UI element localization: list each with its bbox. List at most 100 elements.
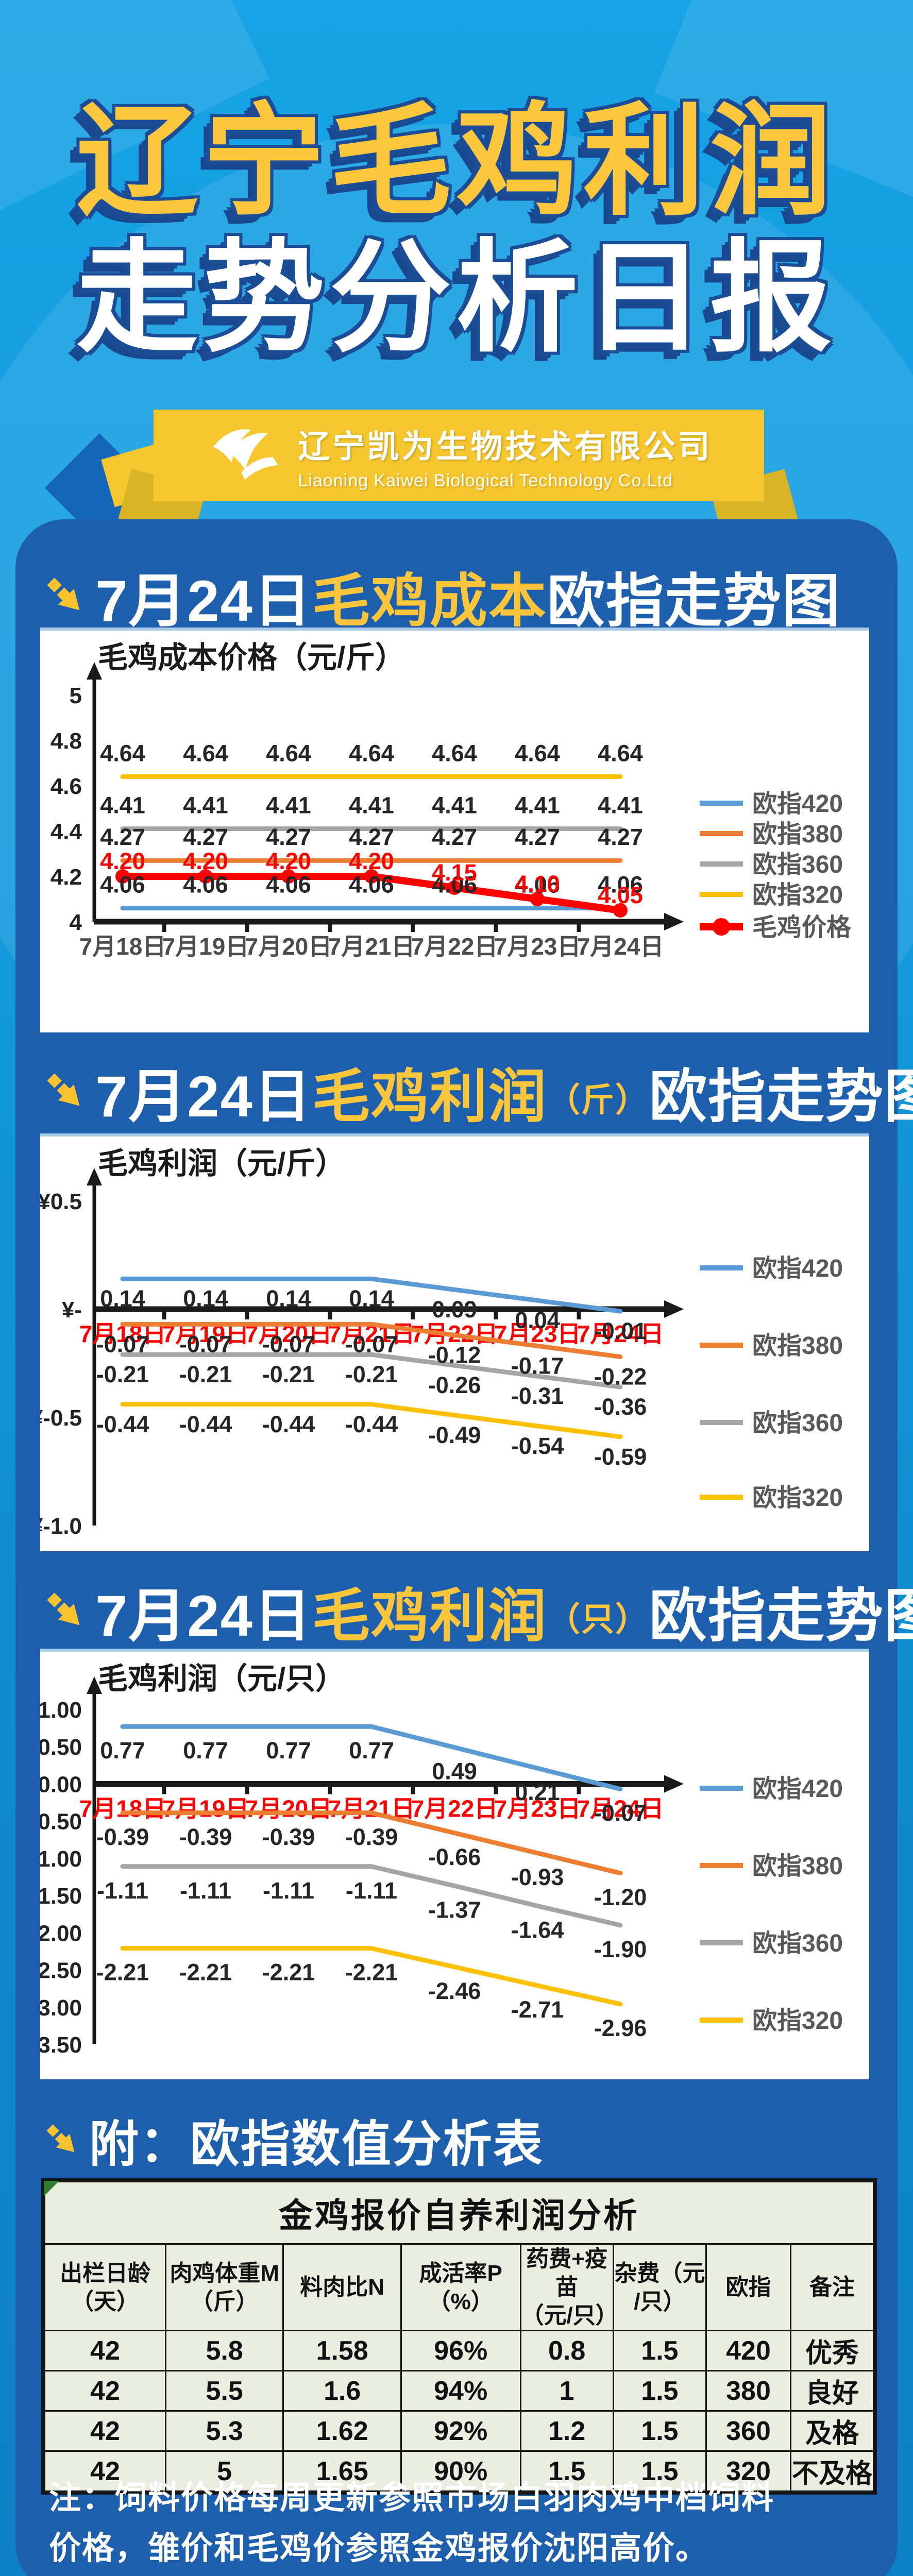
- table-row: 42 5.3 1.62 92% 1.2 1.5 360 及格: [44, 2410, 874, 2452]
- company-name-block: 辽宁凯为生物技术有限公司 Liaoning Kaiwei Biological …: [298, 420, 712, 491]
- value-label: 4.27: [515, 824, 560, 850]
- value-label: -1.11: [263, 1877, 314, 1904]
- x-label: 7月18日: [79, 1795, 166, 1822]
- value-label: -0.93: [511, 1864, 564, 1890]
- value-label: -2.71: [511, 1996, 564, 2023]
- section-title: 7月24日毛鸡成本欧指走势图: [95, 554, 841, 638]
- arrow-down-right-icon: [47, 1073, 80, 1106]
- y-tick-label: -0.50: [40, 1809, 82, 1835]
- arrow-down-right-icon: [47, 1592, 80, 1625]
- value-label: -2.21: [345, 1959, 398, 1986]
- value-label: -0.07: [96, 1331, 149, 1357]
- value-label: -0.39: [96, 1824, 149, 1850]
- y-tick-label: -2.00: [40, 1921, 82, 1946]
- series-marker: [115, 869, 130, 884]
- table-cell: 360: [705, 2410, 792, 2452]
- value-label: 4.41: [598, 792, 643, 819]
- table-cell: 良好: [790, 2370, 874, 2412]
- chart-title: 毛鸡成本价格（元/斤）: [98, 641, 405, 674]
- value-label: -1.90: [594, 1936, 647, 1962]
- value-label: 4.15: [432, 859, 477, 886]
- series-marker: [447, 880, 462, 895]
- y-tick-label: 4.4: [50, 819, 82, 844]
- series-欧指360: [120, 1864, 623, 1928]
- table-cell: 1.5: [612, 2450, 707, 2492]
- legend-label: 欧指360: [752, 851, 843, 878]
- legend-label: 欧指420: [752, 1255, 843, 1282]
- value-label: 4.06: [349, 872, 394, 898]
- value-label: 0.14: [183, 1285, 228, 1312]
- value-label: 4.06: [266, 872, 311, 898]
- section-highlight: 毛鸡成本: [312, 569, 547, 633]
- series-欧指420: [120, 1276, 623, 1314]
- table-cell: 42: [44, 2450, 166, 2492]
- legend-label: 欧指380: [752, 1853, 843, 1880]
- legend-label: 欧指380: [752, 821, 843, 848]
- column-header: 出栏日龄 （天）: [44, 2243, 166, 2331]
- footnote-line1: 注：饲料价格每周更新参照市场白羽肉鸡中档饲料: [49, 2480, 775, 2516]
- value-label: -2.21: [262, 1959, 315, 1986]
- x-label: 7月19日: [162, 933, 249, 960]
- x-label: 7月20日: [245, 1795, 332, 1822]
- series-欧指360: [120, 1352, 623, 1389]
- value-label: -0.07: [179, 1331, 232, 1357]
- value-label: -0.54: [511, 1433, 564, 1459]
- legend-label: 欧指360: [752, 1410, 843, 1437]
- value-label: -1.20: [594, 1884, 647, 1910]
- value-label: 0.21: [515, 1779, 560, 1805]
- series-marker: [281, 869, 296, 884]
- section-rest: 欧指走势图: [649, 1584, 913, 1648]
- value-label: 4.20: [183, 848, 228, 874]
- table-row: 42 5 1.65 90% 1.5 1.5 320 不及格: [44, 2450, 874, 2492]
- company-banner: 辽宁凯为生物技术有限公司 Liaoning Kaiwei Biological …: [154, 410, 764, 501]
- value-label: -0.44: [179, 1411, 232, 1437]
- value-label: 0.14: [266, 1285, 311, 1312]
- y-tick-label: 4.8: [50, 728, 82, 754]
- y-tick-label: 5: [70, 683, 82, 708]
- section-title: 7月24日毛鸡利润（斤）欧指走势图: [95, 1050, 913, 1133]
- x-label: 7月18日: [79, 933, 166, 960]
- table-cell: 90%: [400, 2450, 521, 2492]
- x-label: 7月24日: [577, 1320, 664, 1347]
- title-line2: 走势分析日报: [76, 230, 837, 367]
- footnote: 注：饲料价格每周更新参照市场白羽肉鸡中档饲料 价格，雏价和毛鸡价参照金鸡报价沈阳…: [49, 2473, 881, 2574]
- value-label: 4.64: [266, 740, 311, 766]
- table-cell: 1.58: [282, 2330, 402, 2371]
- y-tick-label: -1.00: [40, 1846, 82, 1872]
- footnote-line2: 价格，雏价和毛鸡价参照金鸡报价沈阳高价。: [49, 2530, 709, 2566]
- table-cell: 1.5: [612, 2370, 707, 2412]
- y-tick-label: -3.00: [40, 1995, 82, 2021]
- series-marker: [364, 869, 379, 884]
- table-cell: 96%: [400, 2330, 521, 2371]
- value-label: -0.22: [594, 1363, 647, 1389]
- x-label: 7月20日: [245, 933, 332, 960]
- value-label: 0.77: [183, 1737, 228, 1764]
- value-label: 4.64: [598, 740, 643, 766]
- series-欧指420: [120, 1724, 623, 1792]
- table-cell: 420: [705, 2330, 792, 2371]
- x-label: 7月21日: [328, 933, 415, 960]
- value-label: 4.64: [349, 740, 394, 766]
- column-header: 欧指: [705, 2243, 792, 2331]
- x-axis-arrow: [664, 1775, 684, 1793]
- value-label: 4.27: [598, 824, 643, 850]
- value-label: 4.06: [183, 872, 228, 898]
- table-cell: 1: [519, 2370, 614, 2412]
- table-cell: 42: [44, 2410, 166, 2452]
- chart-title: 毛鸡利润（元/斤）: [98, 1147, 345, 1180]
- value-label: -1.64: [511, 1917, 564, 1943]
- series-marker: [530, 892, 545, 906]
- section-highlight: 毛鸡利润: [312, 1584, 547, 1648]
- x-axis-arrow: [664, 913, 684, 930]
- series-marker: [198, 869, 213, 884]
- table-cell: 1.6: [282, 2370, 402, 2412]
- y-tick-label: 4.6: [50, 774, 82, 799]
- x-label: 7月23日: [494, 1795, 581, 1822]
- value-label: 4.64: [100, 740, 145, 766]
- value-label: -0.44: [262, 1411, 315, 1437]
- arrow-down-right-icon: [47, 578, 80, 611]
- legend-label: 欧指320: [752, 1484, 843, 1512]
- chart-title: 毛鸡利润（元/只）: [98, 1662, 345, 1696]
- value-label: 4.06: [515, 872, 560, 898]
